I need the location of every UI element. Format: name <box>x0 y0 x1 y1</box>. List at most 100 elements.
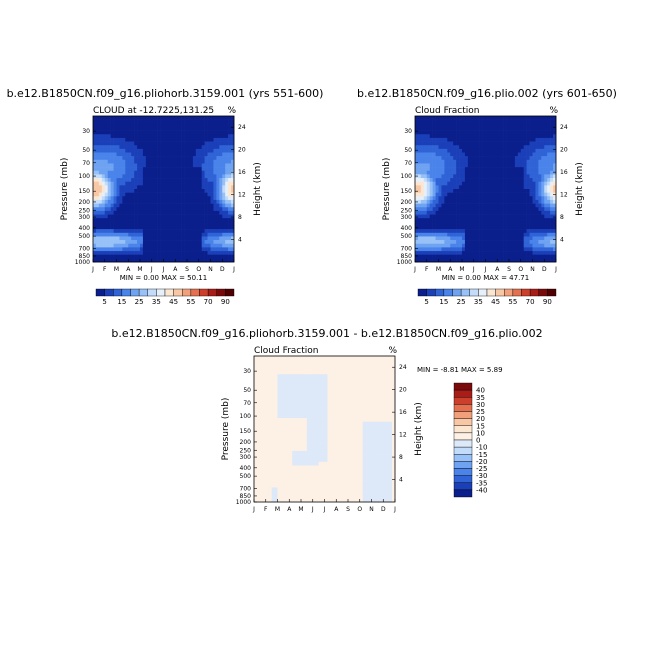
field-cell <box>315 359 319 364</box>
field-cell <box>166 203 170 208</box>
field-cell <box>520 221 524 226</box>
field-cell <box>107 148 111 153</box>
field-cell <box>107 130 111 135</box>
field-cell <box>128 181 132 186</box>
field-cell <box>265 374 269 379</box>
colorbar-label: 25 <box>457 298 466 306</box>
field-cell <box>101 207 106 212</box>
field-cell <box>327 388 331 393</box>
field-cell <box>216 189 220 193</box>
field-cell <box>181 225 185 230</box>
field-cell <box>268 425 272 430</box>
field-cell <box>517 243 522 248</box>
field-cell <box>511 196 516 201</box>
field-cell <box>488 203 492 208</box>
field-cell <box>268 377 272 382</box>
field-cell <box>327 374 331 379</box>
field-cell <box>301 366 305 371</box>
field-cell <box>219 192 223 197</box>
field-cell <box>377 359 381 364</box>
field-cell <box>283 356 287 360</box>
field-cell <box>219 123 223 128</box>
field-cell <box>268 421 272 426</box>
field-cell <box>497 218 501 223</box>
field-cell <box>116 251 120 255</box>
field-cell <box>447 199 451 204</box>
field-cell <box>362 374 366 379</box>
field-cell <box>553 199 557 204</box>
field-cell <box>520 185 524 190</box>
field-cell <box>113 159 117 164</box>
field-cell <box>497 210 501 215</box>
field-cell <box>101 196 106 201</box>
field-cell <box>163 167 167 172</box>
field-cell <box>491 134 495 139</box>
field-cell <box>210 145 214 150</box>
field-cell <box>503 163 507 168</box>
field-cell <box>104 167 108 172</box>
field-cell <box>532 116 536 120</box>
field-cell <box>207 258 211 263</box>
field-cell <box>535 207 539 212</box>
field-cell <box>95 163 100 168</box>
field-cell <box>497 159 501 164</box>
field-cell <box>151 174 155 179</box>
field-cell <box>345 381 349 386</box>
field-cell <box>532 210 536 215</box>
field-cell <box>464 130 469 135</box>
field-cell <box>453 134 457 139</box>
field-cell <box>500 152 504 157</box>
field-cell <box>482 130 486 135</box>
field-cell <box>178 236 182 241</box>
field-cell <box>503 229 507 234</box>
colorbar-swatch <box>469 288 479 297</box>
field-cell <box>470 203 475 208</box>
field-cell <box>301 407 305 412</box>
field-cell <box>464 178 469 182</box>
field-cell <box>511 207 516 212</box>
field-cell <box>166 218 170 223</box>
field-cell <box>529 192 533 197</box>
field-cell <box>157 203 161 208</box>
field-cell <box>181 196 185 201</box>
field-cell <box>137 119 141 124</box>
field-cell <box>464 232 469 237</box>
field-cell <box>476 123 480 128</box>
field-cell <box>122 152 126 157</box>
field-cell <box>262 370 267 375</box>
field-cell <box>415 167 419 172</box>
field-cell <box>386 356 390 360</box>
field-cell <box>529 119 533 124</box>
field-cell <box>175 126 179 131</box>
field-cell <box>175 251 179 255</box>
field-cell <box>459 243 463 248</box>
field-cell <box>189 189 194 193</box>
field-cell <box>491 207 495 212</box>
field-cell <box>145 232 150 237</box>
field-cell <box>464 141 469 146</box>
field-cell <box>432 163 436 168</box>
field-cell <box>470 130 475 135</box>
field-cell <box>213 199 217 204</box>
field-cell <box>98 170 103 175</box>
field-cell <box>204 207 208 212</box>
field-cell <box>538 218 542 223</box>
field-cell <box>216 254 220 259</box>
field-cell <box>101 116 106 120</box>
field-cell <box>254 425 258 430</box>
x-tick-label: J <box>162 266 165 273</box>
field-cell <box>98 225 103 230</box>
field-cell <box>432 203 436 208</box>
field-cell <box>464 145 469 150</box>
field-cell <box>339 410 343 415</box>
field-cell <box>306 356 311 360</box>
field-cell <box>113 167 117 172</box>
field-cell <box>470 116 475 120</box>
field-cell <box>535 156 539 161</box>
field-cell <box>339 381 343 386</box>
field-cell <box>473 119 477 124</box>
field-cell <box>529 134 533 139</box>
field-cell <box>107 247 111 252</box>
field-cell <box>98 254 103 259</box>
field-cell <box>295 359 299 364</box>
